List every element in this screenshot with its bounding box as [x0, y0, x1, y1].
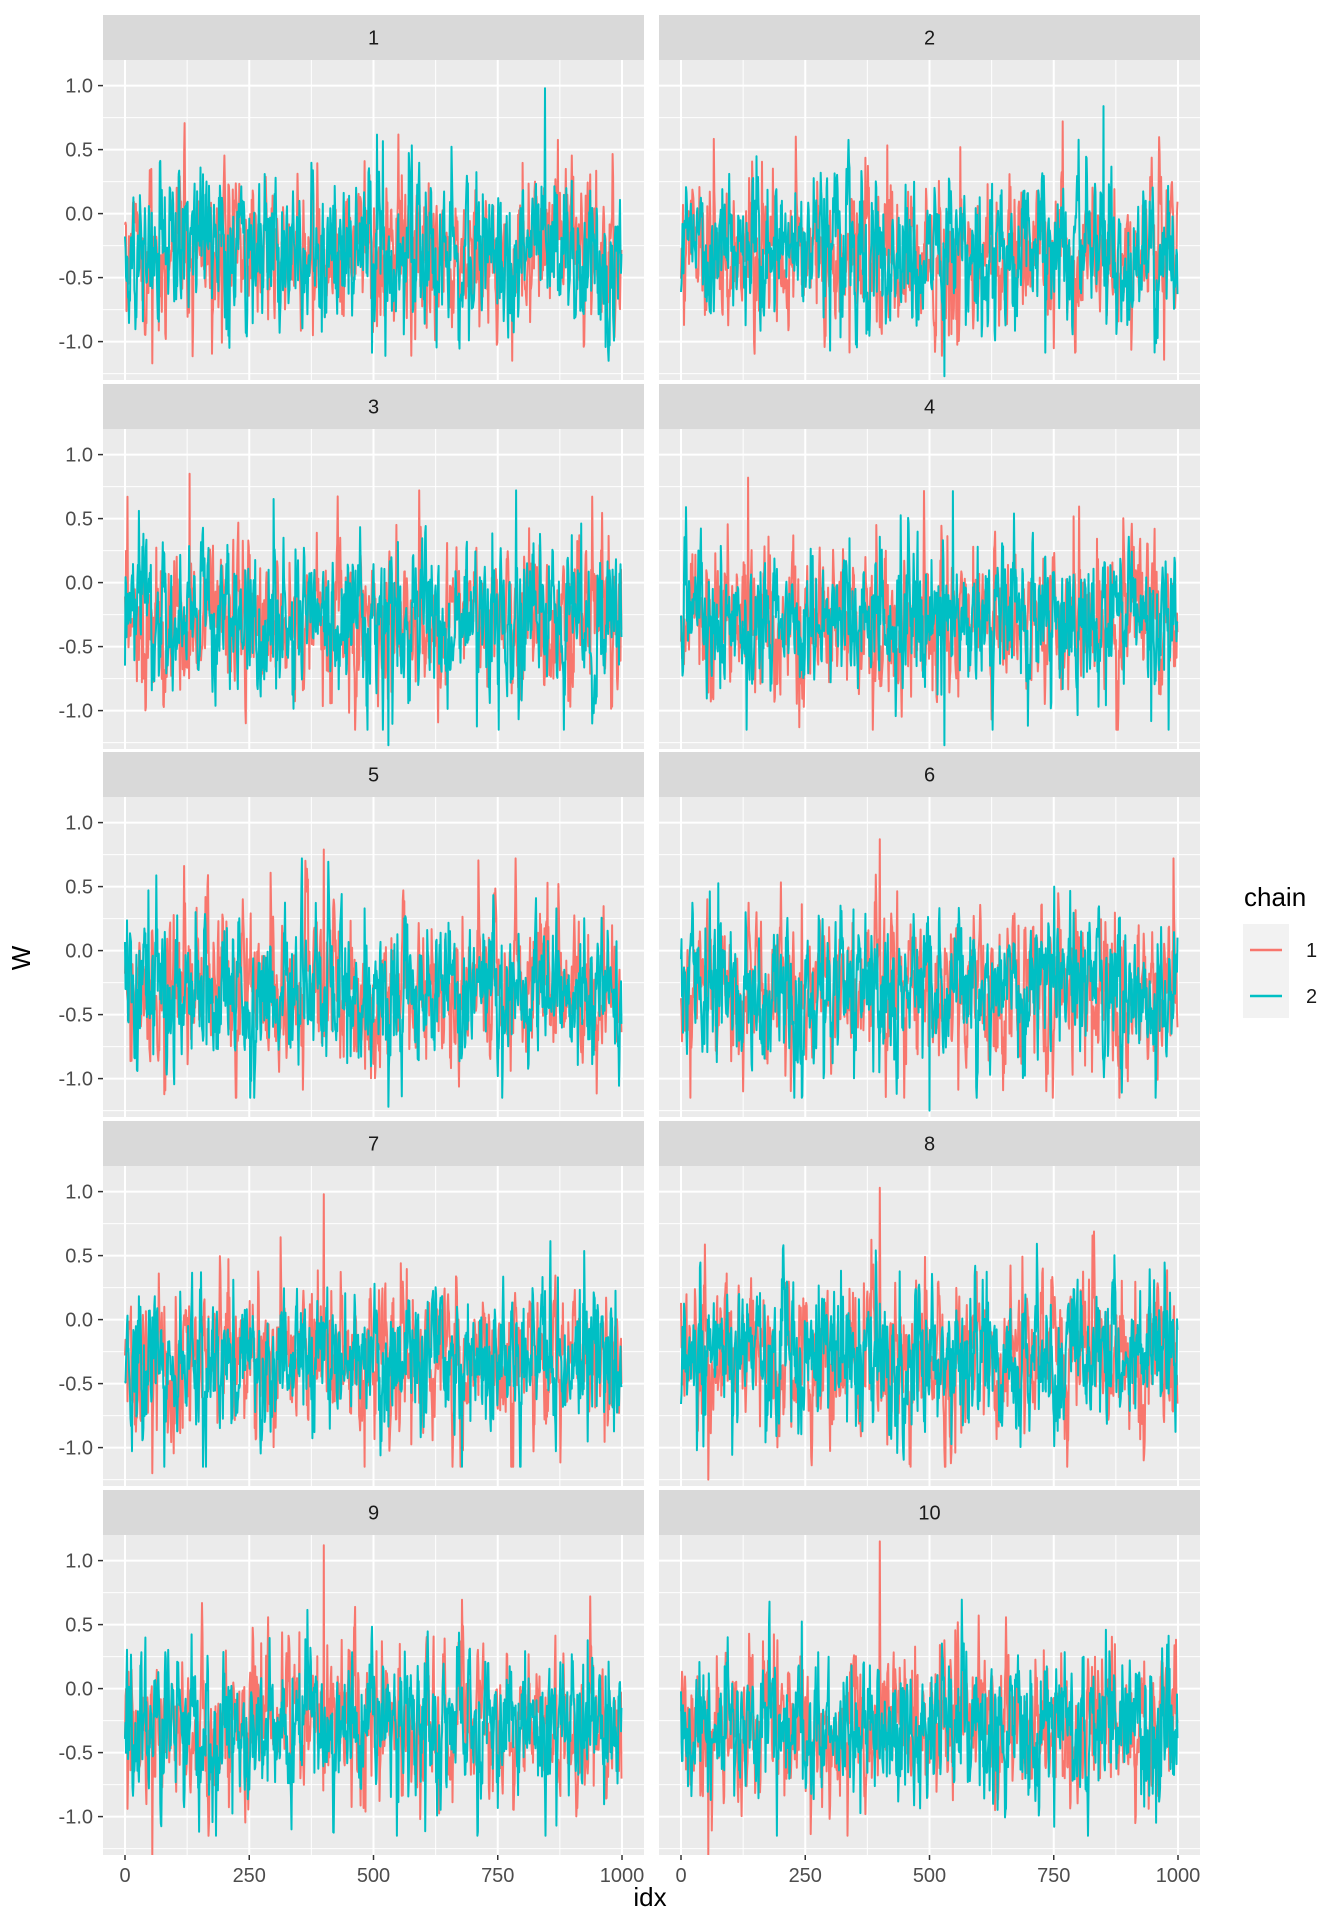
x-tick-label: 0 — [675, 1865, 686, 1887]
traces — [124, 1193, 623, 1475]
y-tick-label: 0.0 — [65, 941, 93, 963]
y-tick-label: -0.5 — [59, 268, 93, 290]
traces — [680, 1186, 1179, 1481]
series-line-chain-1 — [680, 120, 1179, 361]
facet-strip — [103, 384, 644, 429]
facet-strip — [659, 384, 1200, 429]
legend-label-chain-1: 1 — [1306, 940, 1317, 962]
x-tick-label: 500 — [913, 1865, 946, 1887]
facet-panel-5: 5 1.0 0.5 0.0 -0.5 -1.0 — [59, 752, 644, 1117]
x-tick-label: 1000 — [1156, 1865, 1201, 1887]
x-tick-label: 750 — [1037, 1865, 1070, 1887]
facet-panel-7: 7 1.0 0.5 0.0 -0.5 -1.0 — [59, 1121, 644, 1486]
y-tick-label: 1.0 — [65, 1182, 93, 1204]
y-tick-label: -1.0 — [59, 701, 93, 723]
y-tick-label: 0.5 — [65, 509, 93, 531]
series-line-chain-2 — [124, 87, 623, 362]
series-line-chain-2 — [124, 1240, 623, 1468]
x-axis-title: idx — [633, 1882, 666, 1912]
facet-panel-4: 4 — [659, 384, 1200, 749]
facet-strip — [659, 752, 1200, 797]
traces — [680, 105, 1179, 378]
facet-strip — [103, 1121, 644, 1166]
facet-strip-label: 5 — [368, 765, 379, 787]
facet-panel-6: 6 — [659, 752, 1200, 1117]
legend-label-chain-2: 2 — [1306, 986, 1317, 1008]
y-tick-label: -1.0 — [59, 1438, 93, 1460]
facet-strip — [103, 752, 644, 797]
y-tick-label: 0.0 — [65, 1679, 93, 1701]
y-tick-label: 0.0 — [65, 1310, 93, 1332]
y-tick-label: 1.0 — [65, 813, 93, 835]
y-tick-label: 0.0 — [65, 204, 93, 226]
y-axis-title: W — [6, 945, 36, 970]
y-tick-label: 1.0 — [65, 76, 93, 98]
y-tick-label: 0.5 — [65, 877, 93, 899]
x-tick-label: 250 — [233, 1865, 266, 1887]
facet-panel-1: 1 1.0 0.5 0.0 -0.5 -1.0 — [59, 15, 644, 380]
facet-strip-label: 3 — [368, 397, 379, 419]
traces — [124, 87, 623, 365]
y-tick-label: -0.5 — [59, 1743, 93, 1765]
series-line-chain-2 — [680, 882, 1179, 1112]
y-tick-label: 0.5 — [65, 140, 93, 162]
series-line-chain-2 — [124, 1608, 623, 1837]
y-tick-label: 0.5 — [65, 1615, 93, 1637]
traces — [680, 1540, 1179, 1855]
x-tick-label: 750 — [481, 1865, 514, 1887]
y-tick-label: -1.0 — [59, 1069, 93, 1091]
facet-strip-label: 2 — [924, 28, 935, 50]
facet-strip — [659, 15, 1200, 60]
facet-panel-9: 9 1.0 0.5 0.0 -0.5 -1.0 — [59, 1490, 644, 1855]
series-line-chain-2 — [680, 105, 1179, 378]
legend-title: chain — [1244, 882, 1306, 912]
facet-strip-label: 1 — [368, 28, 379, 50]
facet-panel-10: 10 — [659, 1490, 1200, 1855]
y-tick-label: -0.5 — [59, 637, 93, 659]
facet-panel-3: 3 1.0 0.5 0.0 -0.5 -1.0 — [59, 384, 644, 749]
facet-strip-label: 4 — [924, 397, 935, 419]
legend-key-background — [1243, 924, 1289, 1018]
series-line-chain-2 — [124, 489, 623, 747]
traces — [124, 848, 623, 1108]
facet-strip — [103, 15, 644, 60]
y-tick-label: -1.0 — [59, 332, 93, 354]
facet-strip-label: 10 — [918, 1503, 940, 1525]
y-tick-label: 1.0 — [65, 1551, 93, 1573]
y-tick-label: -0.5 — [59, 1005, 93, 1027]
facet-panel-8: 8 — [659, 1121, 1200, 1486]
x-axis: 0 250 500 750 1000 0 250 500 750 1000 — [119, 1855, 1200, 1887]
y-tick-label: 0.0 — [65, 573, 93, 595]
x-tick-label: 500 — [357, 1865, 390, 1887]
series-line-chain-2 — [680, 1598, 1179, 1837]
traces — [124, 1544, 623, 1855]
facet-panel-2: 2 — [659, 15, 1200, 380]
facet-strip-label: 9 — [368, 1503, 379, 1525]
series-line-chain-2 — [124, 857, 623, 1108]
series-line-chain-2 — [680, 1242, 1179, 1461]
facet-strip-label: 7 — [368, 1134, 379, 1156]
traces — [124, 472, 623, 747]
facet-strip — [103, 1490, 644, 1535]
facet-strip — [659, 1490, 1200, 1535]
facet-strip-label: 6 — [924, 765, 935, 787]
y-tick-label: -0.5 — [59, 1374, 93, 1396]
y-tick-label: 1.0 — [65, 445, 93, 467]
x-tick-label: 1000 — [600, 1865, 645, 1887]
x-tick-label: 250 — [789, 1865, 822, 1887]
x-tick-label: 0 — [119, 1865, 130, 1887]
legend: chain 1 2 — [1243, 882, 1317, 1018]
facet-panels: 1 1.0 0.5 0.0 -0.5 -1.0 2 3 1.0 0.5 0.0 -0.5 -1.0 4 5 1… — [59, 15, 1200, 1855]
facet-strip-label: 8 — [924, 1134, 935, 1156]
facet-strip — [659, 1121, 1200, 1166]
series-line-chain-2 — [680, 490, 1179, 747]
traces — [680, 476, 1179, 747]
y-tick-label: -1.0 — [59, 1807, 93, 1829]
y-tick-label: 0.5 — [65, 1246, 93, 1268]
traces — [680, 838, 1179, 1112]
